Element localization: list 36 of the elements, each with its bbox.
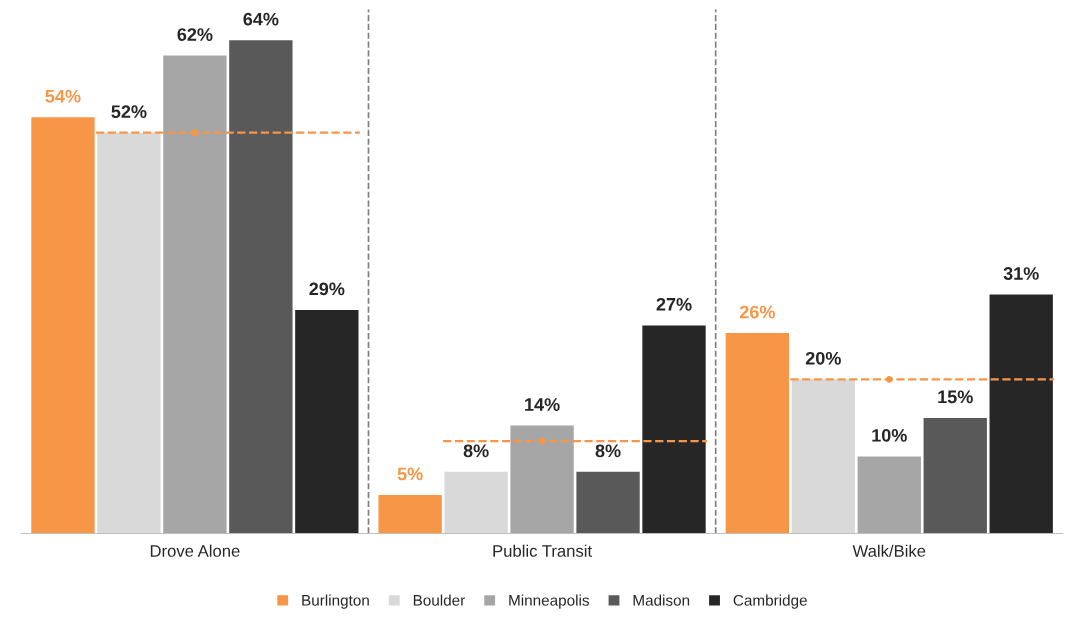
legend-label: Burlington xyxy=(302,594,369,609)
x-tick-label: Walk/Bike xyxy=(852,544,926,557)
legend-label: Minneapolis xyxy=(509,594,590,609)
data-label: 8% xyxy=(463,444,489,458)
data-label: 5% xyxy=(397,467,423,481)
data-label: 31% xyxy=(1003,267,1039,280)
data-label: 64% xyxy=(243,12,279,26)
x-tick-label: Drove Alone xyxy=(150,544,240,557)
bar xyxy=(97,132,161,534)
bar xyxy=(510,425,574,534)
data-label: 62% xyxy=(177,28,213,41)
data-label: 52% xyxy=(111,105,147,119)
data-label: 29% xyxy=(309,282,345,296)
data-label: 27% xyxy=(656,297,692,311)
data-label: 26% xyxy=(739,305,775,319)
legend-label: Cambridge xyxy=(733,594,807,609)
bar xyxy=(378,494,442,534)
data-label: 15% xyxy=(938,390,973,404)
bar xyxy=(163,55,227,534)
bar xyxy=(923,417,987,534)
bar xyxy=(295,309,359,534)
bar xyxy=(229,40,293,534)
legend-label: Boulder xyxy=(413,594,466,606)
bar xyxy=(857,456,921,534)
data-label: 14% xyxy=(525,398,560,411)
bar xyxy=(444,471,508,534)
legend-label: Madison xyxy=(633,594,690,606)
bar xyxy=(576,471,640,534)
bar xyxy=(989,294,1053,534)
data-label: 10% xyxy=(872,428,907,442)
data-label: 8% xyxy=(595,444,621,458)
data-label: 54% xyxy=(45,89,81,103)
bar xyxy=(642,325,706,534)
bar xyxy=(791,379,855,534)
x-tick-label: Public Transit xyxy=(493,544,592,557)
data-label: 20% xyxy=(805,351,841,365)
